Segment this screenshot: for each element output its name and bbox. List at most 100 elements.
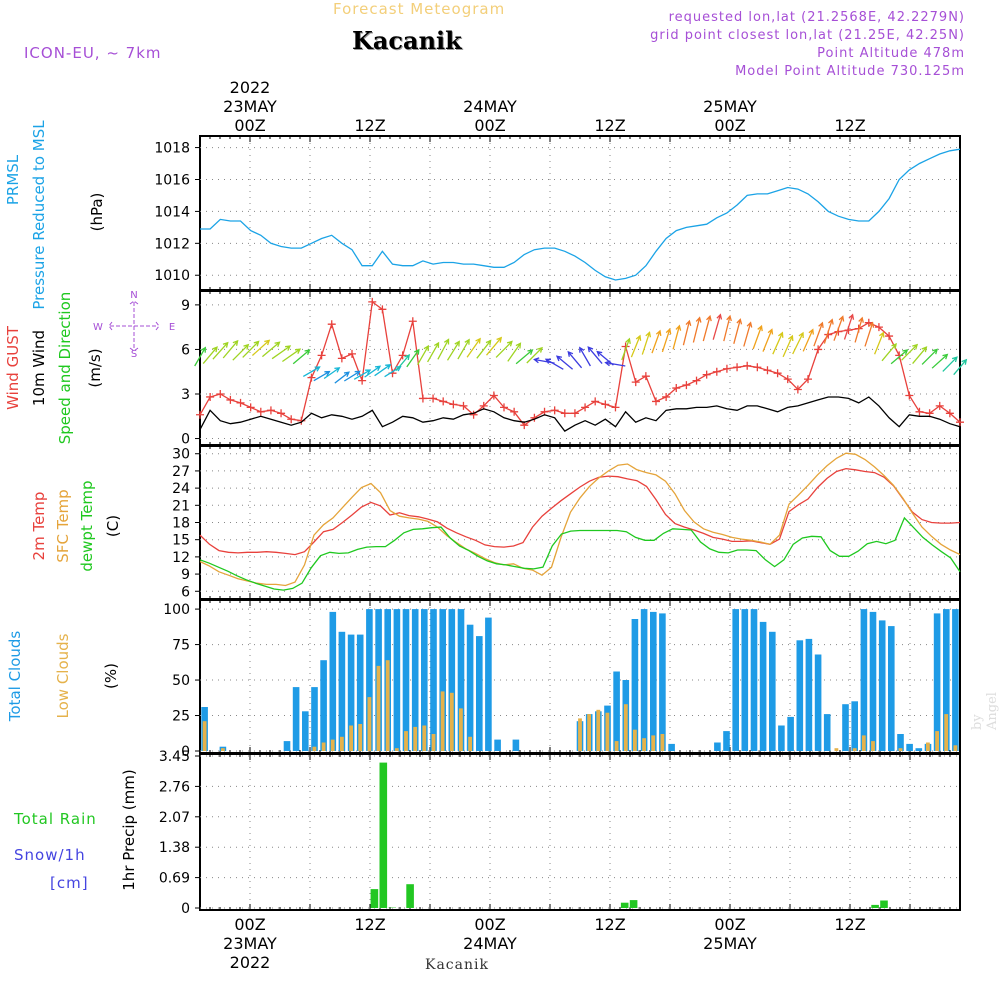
bar-total xyxy=(741,609,749,751)
bar-total xyxy=(659,613,666,751)
y-tick-label: 9 xyxy=(181,298,190,314)
wind-arrow xyxy=(507,342,522,362)
gust-marker xyxy=(368,297,377,306)
credit-watermark: by Angel xyxy=(970,692,1000,730)
y-tick-label: 1016 xyxy=(154,172,190,188)
bar-total xyxy=(878,620,886,751)
ylabel-wind: 10m Wind xyxy=(30,330,48,406)
y-tick-label: 1014 xyxy=(154,204,190,220)
model-label: ICON-EU, ~ 7km xyxy=(24,44,162,62)
wind-arrow xyxy=(395,353,411,372)
bottom-time-label: 12Z xyxy=(834,915,865,934)
bar-low xyxy=(623,704,628,751)
requested-coords: requested lon,lat (21.2568E, 42.2279N) xyxy=(668,10,965,25)
gust-marker xyxy=(307,373,316,382)
ylabel-snow-unit: [cm] xyxy=(50,874,89,892)
gust-marker xyxy=(378,305,387,314)
gust-marker xyxy=(915,407,924,416)
gust-marker xyxy=(358,376,367,385)
gust-marker xyxy=(216,389,225,398)
bar-low xyxy=(633,729,637,751)
wind-arrow xyxy=(672,324,682,350)
bar-total xyxy=(311,687,318,751)
bar-total xyxy=(952,609,959,751)
bottom-time-label: 2022 xyxy=(230,953,271,972)
series-line-dew xyxy=(199,516,961,591)
bar-total xyxy=(933,613,941,751)
wind-arrow xyxy=(579,346,591,367)
wind-arrow xyxy=(476,339,492,359)
gust-marker xyxy=(459,401,468,410)
bar-total xyxy=(402,609,410,751)
wind-arrow xyxy=(762,328,774,352)
gust-marker xyxy=(439,397,448,406)
ylabel-low-clouds: Low Clouds xyxy=(54,633,72,718)
grid-point-coords: grid point closest lon,lat (21.25E, 42.2… xyxy=(650,28,965,43)
gust-marker xyxy=(581,403,590,412)
wind-arrow xyxy=(427,341,440,363)
bar-rain xyxy=(871,904,879,908)
wind-arrow xyxy=(364,365,382,378)
gust-marker xyxy=(773,369,782,378)
wind-arrow xyxy=(772,331,784,355)
y-tick-label: 1012 xyxy=(154,236,190,252)
bar-total xyxy=(292,687,300,751)
bar-total xyxy=(796,640,804,751)
bar-low xyxy=(926,742,930,751)
gust-marker xyxy=(449,400,458,409)
bar-low xyxy=(459,708,463,751)
wind-arrow xyxy=(587,346,603,365)
y-tick-label: 75 xyxy=(172,638,190,654)
series-line-prmsl xyxy=(200,148,961,281)
gust-marker xyxy=(206,392,215,401)
y-tick-label: 100 xyxy=(163,602,190,618)
wind-arrow xyxy=(823,318,834,344)
gust-marker xyxy=(641,372,650,381)
gust-marker xyxy=(327,320,336,329)
bar-total xyxy=(476,636,483,751)
gust-marker xyxy=(226,395,235,404)
wind-arrow xyxy=(723,314,732,342)
unit-percent: (%) xyxy=(102,663,120,689)
gust-marker xyxy=(631,378,640,387)
wind-arrow xyxy=(374,364,392,377)
wind-arrow xyxy=(890,349,909,365)
gust-marker xyxy=(500,403,508,412)
wind-arrow xyxy=(222,339,239,359)
unit-ms: (m/s) xyxy=(86,348,104,387)
wind-arrow xyxy=(864,321,875,347)
gust-marker xyxy=(418,394,427,403)
top-time-label: 00Z xyxy=(234,116,265,135)
top-time-label: 12Z xyxy=(834,116,865,135)
footer-location: Kacanik xyxy=(425,957,489,973)
wind-arrow xyxy=(733,318,743,344)
point-altitude: Point Altitude 478m xyxy=(817,46,965,61)
gust-marker xyxy=(297,416,306,425)
bar-low xyxy=(468,736,472,751)
compass-n: N xyxy=(130,290,137,301)
gust-marker xyxy=(956,418,964,427)
gust-marker xyxy=(348,349,356,358)
y-tick-label: 30 xyxy=(172,447,190,463)
bar-total xyxy=(860,609,868,751)
wind-arrow xyxy=(261,341,281,358)
bar-total xyxy=(283,741,291,751)
bar-low xyxy=(413,726,418,751)
wind-arrow xyxy=(792,331,804,355)
wind-arrow xyxy=(251,339,271,356)
bar-low xyxy=(660,734,665,751)
y-tick-label: 0 xyxy=(181,432,190,448)
bar-total xyxy=(320,660,327,751)
ylabel-prmsl: PRMSL xyxy=(4,154,22,205)
gust-marker xyxy=(814,345,823,354)
ylabel-wind-desc: Speed and Direction xyxy=(56,292,74,445)
y-tick-label: 27 xyxy=(172,464,190,480)
bottom-time-label: 00Z xyxy=(234,915,265,934)
bar-low xyxy=(871,741,875,751)
bar-low xyxy=(330,739,335,751)
bar-low xyxy=(358,724,363,751)
panel-frame xyxy=(199,135,961,291)
wind-arrow xyxy=(242,340,260,358)
